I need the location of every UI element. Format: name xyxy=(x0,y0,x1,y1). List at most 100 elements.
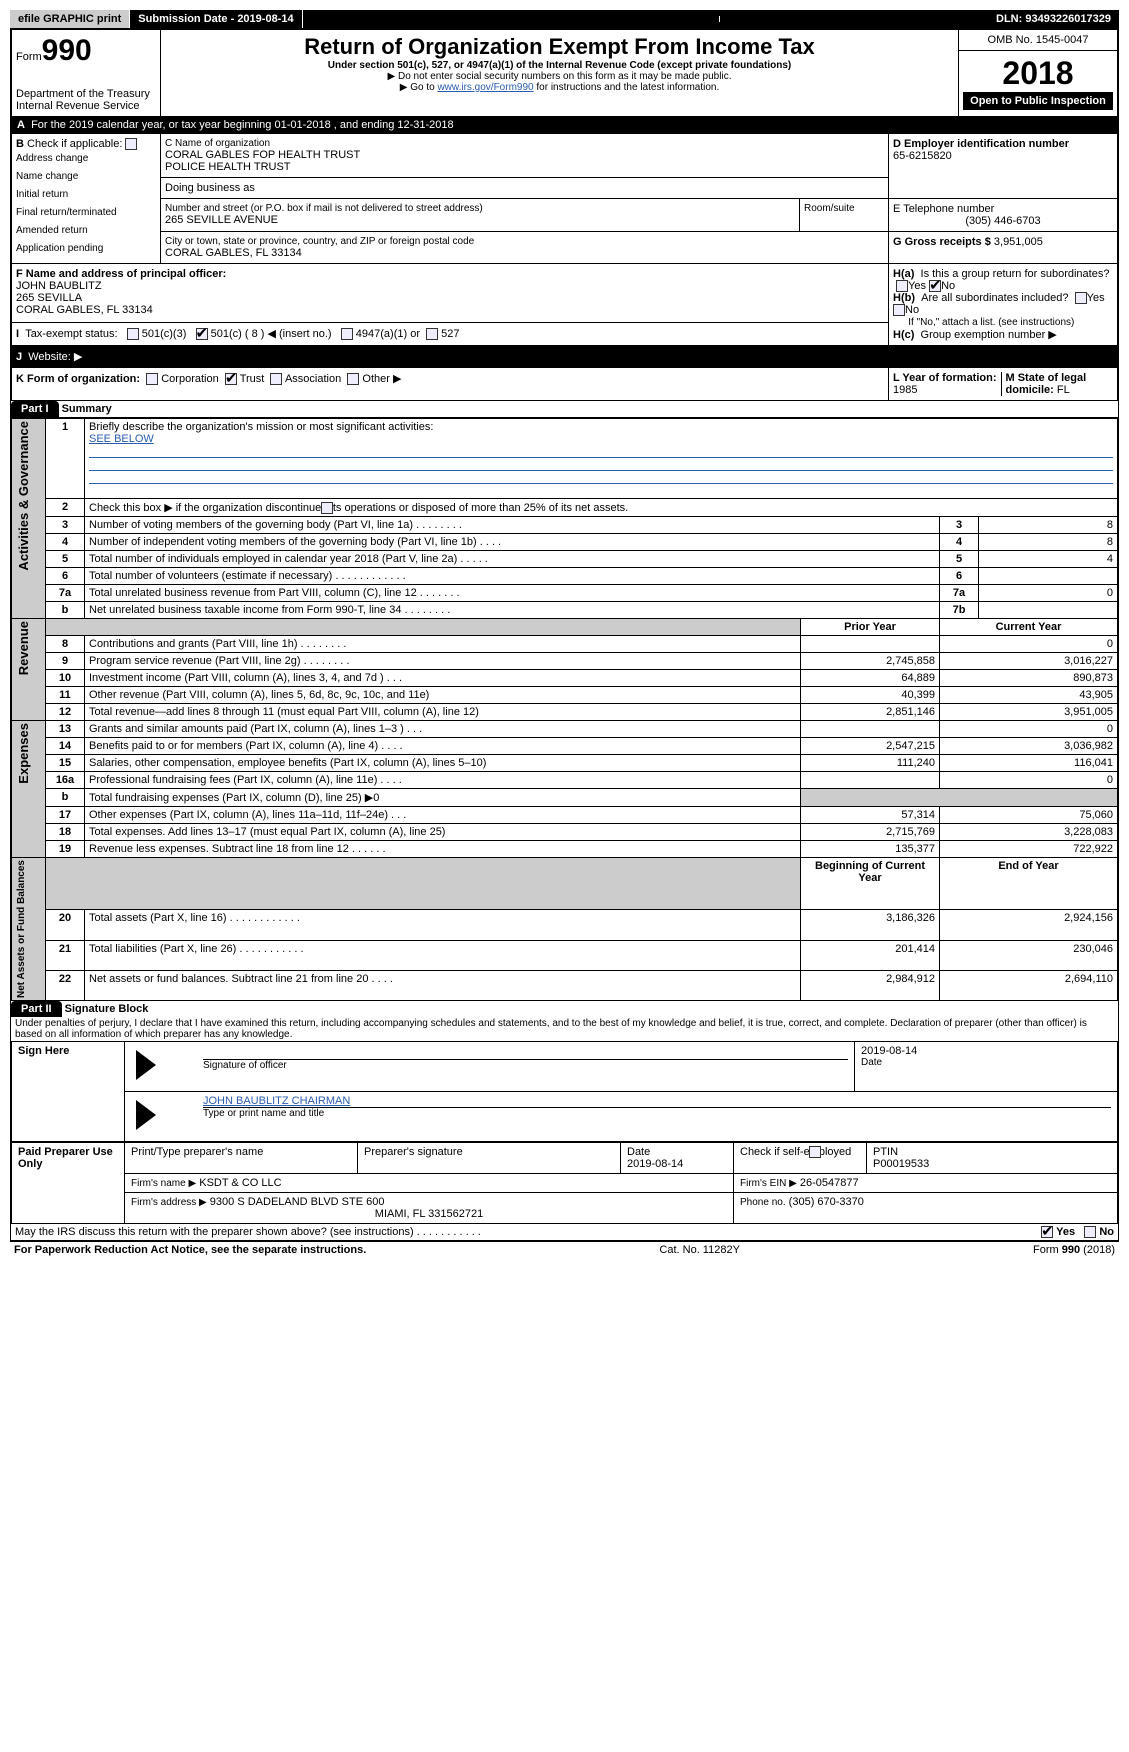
final-return: Final return/terminated xyxy=(16,207,117,218)
firm-addr: 9300 S DADELAND BLVD STE 600 xyxy=(210,1196,385,1208)
line10: Investment income (Part VIII, column (A)… xyxy=(85,670,801,687)
city-label: City or town, state or province, country… xyxy=(165,236,884,247)
discuss-row: May the IRS discuss this return with the… xyxy=(11,1224,1118,1241)
line2: Check this box ▶ if the organization dis… xyxy=(89,502,628,514)
dba: Doing business as xyxy=(161,178,889,199)
discuss-yes[interactable] xyxy=(1041,1226,1053,1238)
line4: Number of independent voting members of … xyxy=(85,534,940,551)
print-name-label: Print/Type preparer's name xyxy=(125,1143,358,1174)
website: Website: ▶ xyxy=(28,351,82,363)
domicile-label: M State of legal domicile: xyxy=(1006,372,1087,396)
pra-notice: For Paperwork Reduction Act Notice, see … xyxy=(14,1244,366,1256)
line13: Grants and similar amounts paid (Part IX… xyxy=(85,721,801,738)
line17: Other expenses (Part IX, column (A), lin… xyxy=(85,807,801,824)
corp-check[interactable] xyxy=(146,373,158,385)
form-label: Form xyxy=(16,51,42,63)
discuss-text: May the IRS discuss this return with the… xyxy=(15,1226,481,1238)
p12: 2,851,146 xyxy=(801,704,940,721)
line7a: Total unrelated business revenue from Pa… xyxy=(85,585,940,602)
arrow-icon xyxy=(131,1095,161,1135)
tax-exempt-label: Tax-exempt status: xyxy=(25,328,117,340)
line16a: Professional fundraising fees (Part IX, … xyxy=(85,772,801,789)
other-check[interactable] xyxy=(347,373,359,385)
c20: 2,924,156 xyxy=(940,910,1118,940)
amended-return: Amended return xyxy=(16,225,88,236)
p9: 2,745,858 xyxy=(801,653,940,670)
c21: 230,046 xyxy=(940,940,1118,970)
501c-check[interactable] xyxy=(196,328,208,340)
line18: Total expenses. Add lines 13–17 (must eq… xyxy=(85,824,801,841)
year-formation-label: L Year of formation: xyxy=(893,372,997,384)
self-check[interactable] xyxy=(809,1146,821,1158)
officer-sign-label: Type or print name and title xyxy=(203,1108,1111,1119)
summary-table: Activities & Governance 1 Briefly descri… xyxy=(11,418,1118,1001)
line12: Total revenue—add lines 8 through 11 (mu… xyxy=(85,704,801,721)
p15: 111,240 xyxy=(801,755,940,772)
line1-val[interactable]: SEE BELOW xyxy=(89,433,154,445)
phone: (305) 446-6703 xyxy=(893,215,1113,227)
gross-label: G Gross receipts $ xyxy=(893,236,991,248)
discuss-no[interactable] xyxy=(1084,1226,1096,1238)
p18: 2,715,769 xyxy=(801,824,940,841)
c14: 3,036,982 xyxy=(940,738,1118,755)
firm-name-label: Firm's name ▶ xyxy=(131,1178,196,1189)
c16a: 0 xyxy=(940,772,1118,789)
submission-date: Submission Date - 2019-08-14 xyxy=(130,10,302,28)
street-label: Number and street (or P.O. box if mail i… xyxy=(165,203,795,214)
form-990: 990 xyxy=(42,34,92,67)
part2-tab: Part II xyxy=(11,1001,62,1017)
v6 xyxy=(979,568,1118,585)
year-formation: 1985 xyxy=(893,384,917,396)
p8 xyxy=(801,636,940,653)
irs-link[interactable]: www.irs.gov/Form990 xyxy=(437,82,533,93)
part2-title: Signature Block xyxy=(65,1003,149,1015)
line21: Total liabilities (Part X, line 26) . . … xyxy=(85,940,801,970)
v5: 4 xyxy=(979,551,1118,568)
4947-check[interactable] xyxy=(341,328,353,340)
p13 xyxy=(801,721,940,738)
hb-no-check[interactable] xyxy=(893,304,905,316)
efile-print[interactable]: efile GRAPHIC print xyxy=(10,10,130,28)
room-label: Room/suite xyxy=(800,199,889,232)
topbar: efile GRAPHIC print Submission Date - 20… xyxy=(10,10,1119,28)
goto-note: ▶ Go to www.irs.gov/Form990 for instruct… xyxy=(165,82,954,93)
assoc-check[interactable] xyxy=(270,373,282,385)
ha-yes-check[interactable] xyxy=(896,280,908,292)
527-check[interactable] xyxy=(426,328,438,340)
officer-street: 265 SEVILLA xyxy=(16,292,82,304)
checkbox[interactable] xyxy=(125,138,137,150)
officer-label: F Name and address of principal officer: xyxy=(16,268,226,280)
v7a: 0 xyxy=(979,585,1118,602)
c15: 116,041 xyxy=(940,755,1118,772)
firm-ein-label: Firm's EIN ▶ xyxy=(740,1178,797,1189)
col-end: End of Year xyxy=(940,858,1118,910)
phone-label: E Telephone number xyxy=(893,203,1113,215)
p16a xyxy=(801,772,940,789)
line22: Net assets or fund balances. Subtract li… xyxy=(85,970,801,1000)
section-expenses: Expenses xyxy=(16,723,31,784)
name-change: Name change xyxy=(16,171,78,182)
firm-phone-label: Phone no. xyxy=(740,1197,786,1208)
hb-yes-check[interactable] xyxy=(1075,292,1087,304)
form-footer: Form 990 (2018) xyxy=(1033,1244,1115,1256)
line7b: Net unrelated business taxable income fr… xyxy=(85,602,940,619)
paid-preparer: Paid Preparer Use Only xyxy=(12,1143,125,1224)
trust-check[interactable] xyxy=(225,373,237,385)
ptin: P00019533 xyxy=(873,1158,929,1170)
p17: 57,314 xyxy=(801,807,940,824)
subtitle: Under section 501(c), 527, or 4947(a)(1)… xyxy=(165,60,954,71)
hb: Are all subordinates included? xyxy=(921,292,1068,304)
line2-check[interactable] xyxy=(321,502,333,514)
app-pending: Application pending xyxy=(16,243,103,254)
dln: DLN: 93493226017329 xyxy=(988,10,1119,28)
part1-title: Summary xyxy=(62,403,112,415)
officer-sign-name: JOHN BAUBLITZ CHAIRMAN xyxy=(203,1095,1111,1108)
line14: Benefits paid to or for members (Part IX… xyxy=(85,738,801,755)
line15: Salaries, other compensation, employee b… xyxy=(85,755,801,772)
sig-date: 2019-08-14 xyxy=(861,1045,1111,1057)
ein-label: D Employer identification number xyxy=(893,138,1113,150)
ha-no-check[interactable] xyxy=(929,280,941,292)
org-info-table: B Check if applicable: Address change Na… xyxy=(11,133,1118,401)
p19: 135,377 xyxy=(801,841,940,858)
501c3-check[interactable] xyxy=(127,328,139,340)
